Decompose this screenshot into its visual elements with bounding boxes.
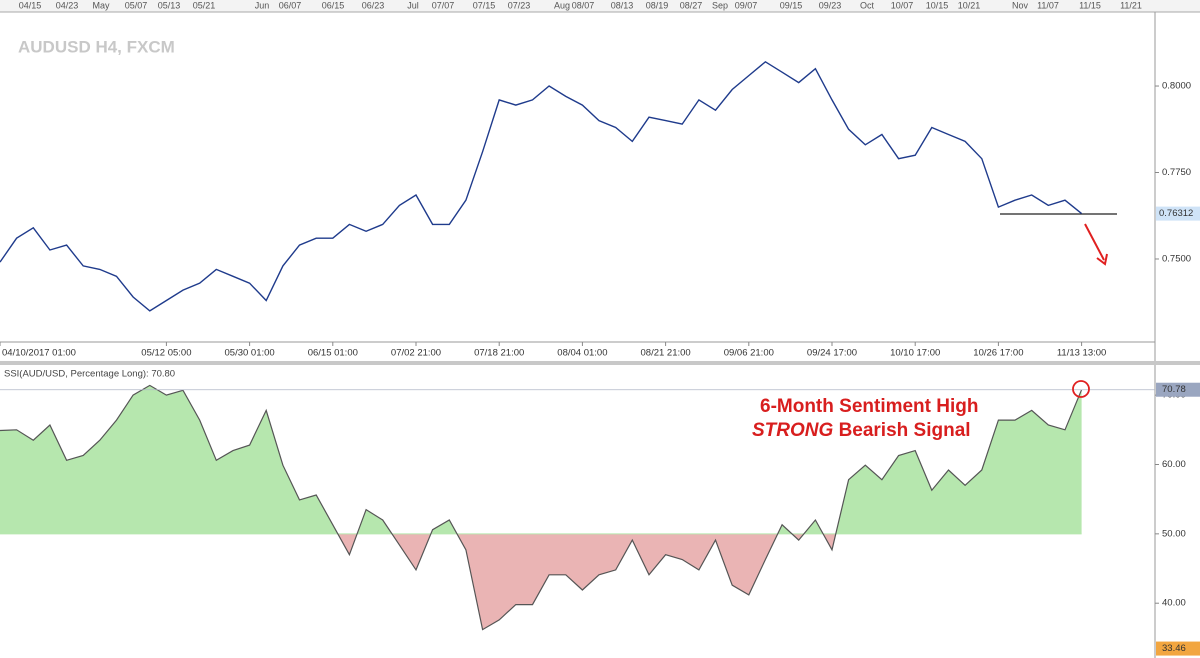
- annotation-text: Bearish Signal: [839, 420, 971, 441]
- last-value-box: [1156, 382, 1200, 397]
- last-price-box: [1156, 206, 1200, 221]
- highlight-circle: [1072, 380, 1090, 398]
- top-date-label: May: [92, 0, 110, 10]
- top-date-label: 07/15: [473, 0, 496, 10]
- top-date-label: 08/27: [680, 0, 703, 10]
- last-value-label: 70.78: [1162, 384, 1186, 395]
- annotation: 6-Month Sentiment High: [760, 396, 978, 417]
- top-date-label: 05/13: [158, 0, 181, 10]
- top-date-label: 06/23: [362, 0, 385, 10]
- y-tick-label: 60.00: [1162, 459, 1186, 470]
- top-date-label: 10/15: [926, 0, 949, 10]
- top-date-label: 08/13: [611, 0, 634, 10]
- x-tick-label: 09/24 17:00: [807, 348, 857, 359]
- y-tick-label: 0.7500: [1162, 253, 1191, 264]
- y-tick-label: 40.00: [1162, 598, 1186, 609]
- annotation: STRONG Bearish Signal: [752, 420, 971, 441]
- area-below: [0, 533, 1082, 630]
- top-date-label: 07/23: [508, 0, 531, 10]
- top-date-label: 08/19: [646, 0, 669, 10]
- x-tick-label: 05/12 05:00: [141, 348, 191, 359]
- top-date-label: 04/15: [19, 0, 42, 10]
- top-date-strip: [0, 0, 1200, 12]
- top-date-label: Jul: [407, 0, 419, 10]
- top-date-label: 06/15: [322, 0, 345, 10]
- indicator-title: SSI(AUD/USD, Percentage Long): 70.80: [4, 369, 175, 380]
- x-tick-label: 06/15 01:00: [308, 348, 358, 359]
- x-tick-label: 11/13 13:00: [1057, 348, 1106, 359]
- top-date-label: 10/21: [958, 0, 981, 10]
- panel-separator: [0, 361, 1200, 365]
- chart-title: AUDUSD H4, FXCM: [18, 37, 175, 56]
- x-tick-label: 08/04 01:00: [557, 348, 607, 359]
- last-price-label: 0.76312: [1159, 208, 1193, 219]
- price-line: [0, 60, 1083, 312]
- arrow-head: [1096, 253, 1108, 266]
- top-date-label: 09/15: [780, 0, 803, 10]
- x-tick-label: 04/10/2017 01:00: [2, 348, 76, 359]
- top-date-label: Nov: [1012, 0, 1029, 10]
- sentiment-line: [0, 384, 1083, 631]
- top-date-label: 06/07: [279, 0, 302, 10]
- x-tick-label: 09/06 21:00: [724, 348, 774, 359]
- top-date-label: 10/07: [891, 0, 914, 10]
- top-date-label: Sep: [712, 0, 728, 10]
- x-tick-label: 10/10 17:00: [890, 348, 940, 359]
- y-tick-label: 50.00: [1162, 528, 1186, 539]
- top-date-label: 05/21: [193, 0, 216, 10]
- area-above: [0, 385, 1082, 534]
- top-date-label: Oct: [860, 0, 875, 10]
- x-tick-label: 10/26 17:00: [973, 348, 1023, 359]
- top-date-label: 11/21: [1120, 0, 1142, 10]
- top-date-label: Jun: [255, 0, 270, 10]
- x-tick-label: 07/02 21:00: [391, 348, 441, 359]
- top-date-label: 11/15: [1079, 0, 1101, 10]
- top-date-label: 11/07: [1037, 0, 1059, 10]
- x-tick-label: 07/18 21:00: [474, 348, 524, 359]
- top-date-label: 08/07: [572, 0, 595, 10]
- x-tick-label: 08/21 21:00: [641, 348, 691, 359]
- y-tick-label: 0.8000: [1162, 81, 1191, 92]
- top-date-label: 09/23: [819, 0, 842, 10]
- top-date-label: 05/07: [125, 0, 148, 10]
- top-date-label: Aug: [554, 0, 570, 10]
- min-value-label: 33.46: [1162, 643, 1186, 654]
- down-arrow: [1084, 223, 1105, 261]
- min-value-box: [1156, 641, 1200, 656]
- x-tick-label: 05/30 01:00: [225, 348, 275, 359]
- y-tick-label: 0.7750: [1162, 167, 1191, 178]
- top-date-label: 07/07: [432, 0, 455, 10]
- annotation-emphasis: STRONG: [752, 420, 834, 441]
- top-date-label: 04/23: [56, 0, 79, 10]
- top-date-label: 09/07: [735, 0, 758, 10]
